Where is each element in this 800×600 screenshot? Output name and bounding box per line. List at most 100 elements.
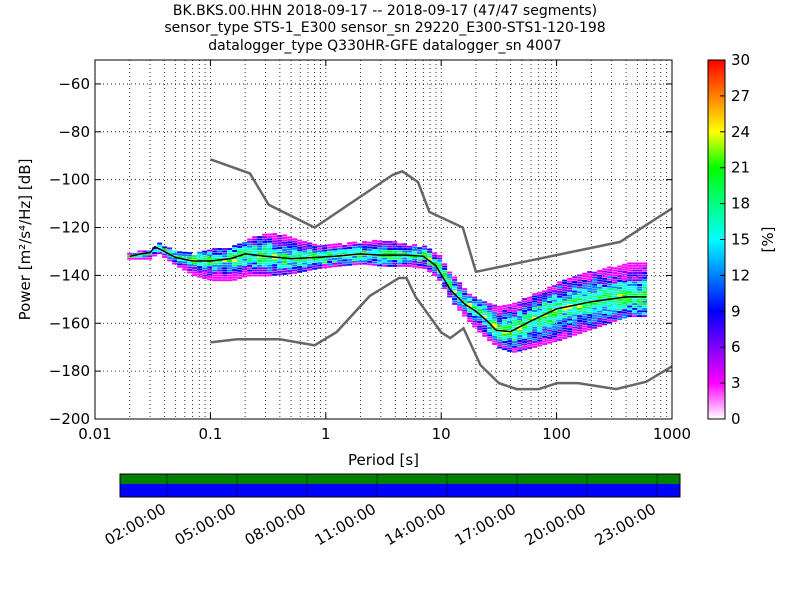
psd-cell (632, 274, 638, 277)
psd-cell (517, 339, 523, 342)
psd-cell (587, 273, 593, 276)
psd-cell (587, 292, 593, 295)
psd-cell (577, 305, 583, 308)
psd-cell (542, 331, 548, 334)
psd-cell (552, 328, 558, 331)
psd-cell (567, 280, 573, 283)
psd-cell (232, 271, 238, 274)
psd-cell (492, 340, 498, 343)
psd-cell (637, 305, 643, 308)
psd-cell (597, 277, 603, 280)
psd-cell (592, 288, 598, 291)
psd-cell (217, 274, 223, 277)
psd-cell (167, 249, 173, 252)
psd-cell (612, 298, 618, 301)
psd-cell (637, 264, 643, 267)
psd-cell (597, 296, 603, 299)
psd-cell (282, 236, 288, 239)
colorbar-tick-label: 9 (731, 302, 741, 320)
psd-cell (332, 257, 338, 260)
psd-cell (567, 304, 573, 307)
psd-cell (412, 263, 418, 266)
psd-cell (277, 270, 283, 273)
psd-cell (627, 286, 633, 289)
psd-cell (582, 320, 588, 323)
psd-cell (452, 281, 458, 284)
psd-cell (602, 301, 608, 304)
psd-cell (377, 261, 383, 264)
psd-cell (377, 247, 383, 250)
psd-cell (477, 308, 483, 311)
psd-cell (212, 269, 218, 272)
psd-cell (237, 274, 243, 277)
psd-cell (387, 250, 393, 253)
psd-cell (592, 286, 598, 289)
psd-cell (567, 323, 573, 326)
psd-cell (497, 324, 503, 327)
psd-cell (207, 266, 213, 269)
psd-cell (417, 266, 423, 269)
psd-cell (492, 342, 498, 345)
psd-cell (592, 305, 598, 308)
psd-cell (312, 243, 318, 246)
psd-cell (237, 257, 243, 260)
y-axis: −60−80−100−120−140−160−180−200 (49, 75, 672, 428)
x-tick-label: 0.01 (78, 425, 111, 443)
psd-cell (152, 254, 158, 257)
psd-cell (367, 241, 373, 244)
psd-cell (312, 262, 318, 265)
psd-cell (472, 315, 478, 318)
psd-cell (427, 250, 433, 253)
psd-cell (477, 299, 483, 302)
colorbar-tick-label: 24 (731, 123, 750, 141)
psd-cell (577, 327, 583, 330)
psd-cell (567, 282, 573, 285)
psd-cell (382, 243, 388, 246)
psd-cell (562, 317, 568, 320)
colorbar-tick-label: 0 (731, 410, 741, 428)
psd-cell (612, 288, 618, 291)
psd-cell (262, 250, 268, 253)
psd-cell (522, 341, 528, 344)
psd-cell (182, 268, 188, 271)
psd-cell (462, 292, 468, 295)
psd-cell (267, 269, 273, 272)
psd-cell (287, 236, 293, 239)
psd-cell (247, 264, 253, 267)
psd-cell (457, 291, 463, 294)
psd-cell (162, 255, 168, 258)
psd-cell (572, 312, 578, 315)
psd-cell (207, 273, 213, 276)
psd-cell (222, 276, 228, 279)
psd-cell (282, 253, 288, 256)
psd-cell (572, 324, 578, 327)
psd-cell (267, 250, 273, 253)
psd-cell (327, 258, 333, 261)
psd-cell (622, 266, 628, 269)
psd-cell (597, 279, 603, 282)
psd-cell (437, 257, 443, 260)
psd-cell (342, 247, 348, 250)
psd-cell (557, 293, 563, 296)
psd-cell (422, 257, 428, 260)
psd-cell (472, 323, 478, 326)
psd-cell (277, 237, 283, 240)
psd-cell (192, 255, 198, 258)
psd-cell (577, 276, 583, 279)
psd-cell (502, 312, 508, 315)
psd-cell (382, 260, 388, 263)
psd-cell (277, 251, 283, 254)
psd-cell (367, 258, 373, 261)
psd-cell (567, 335, 573, 338)
psd-cell (217, 264, 223, 267)
psd-cell (137, 257, 143, 260)
psd-cell (597, 303, 603, 306)
psd-cell (642, 286, 648, 289)
psd-cell (547, 324, 553, 327)
psd-cell (477, 323, 483, 326)
psd-cell (557, 298, 563, 301)
timeline-tick-label: 23:00:00 (592, 500, 659, 549)
psd-cell (222, 269, 228, 272)
psd-cell (317, 264, 323, 267)
